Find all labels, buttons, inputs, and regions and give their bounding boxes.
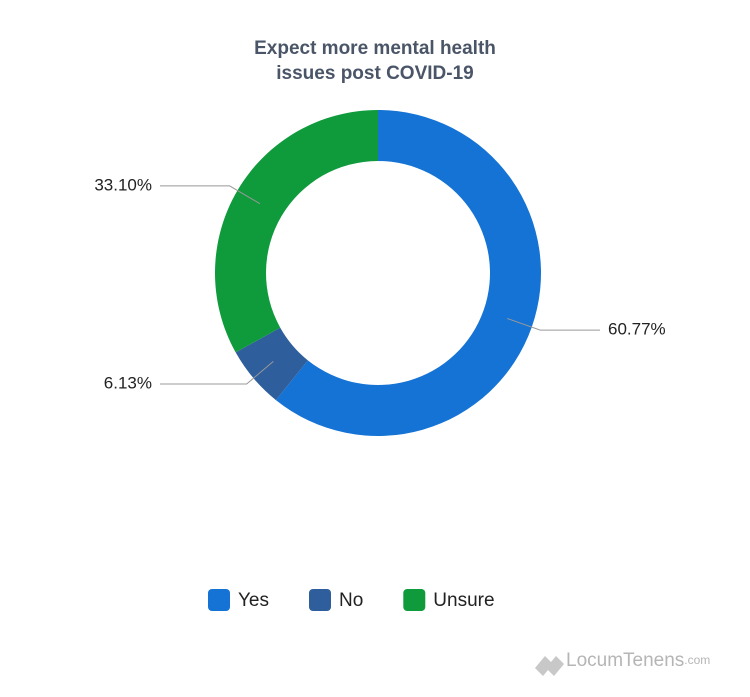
data-label: 6.13% (104, 373, 152, 392)
legend-label: Unsure (433, 590, 494, 611)
data-label: 60.77% (608, 320, 666, 339)
leader-line (160, 361, 274, 385)
legend-label: Yes (238, 590, 269, 611)
donut-slice (275, 110, 541, 437)
donut-slice (235, 327, 308, 401)
watermark: LocumTenens.com (566, 650, 710, 671)
legend-swatch (208, 589, 230, 611)
leader-line (160, 185, 261, 205)
legend-swatch (403, 589, 426, 611)
donut-slice (215, 110, 378, 353)
legend-swatch (309, 589, 331, 611)
legend: Yes No Unsure (208, 589, 495, 611)
chart-title: Expect more mental health issues post CO… (254, 38, 496, 84)
leader-line (507, 318, 600, 331)
data-label: 33.10% (94, 175, 152, 194)
legend-label: No (339, 590, 363, 611)
watermark-suffix: .com (684, 653, 710, 667)
logo-icon (535, 656, 564, 676)
watermark-name: LocumTenens (566, 650, 684, 671)
